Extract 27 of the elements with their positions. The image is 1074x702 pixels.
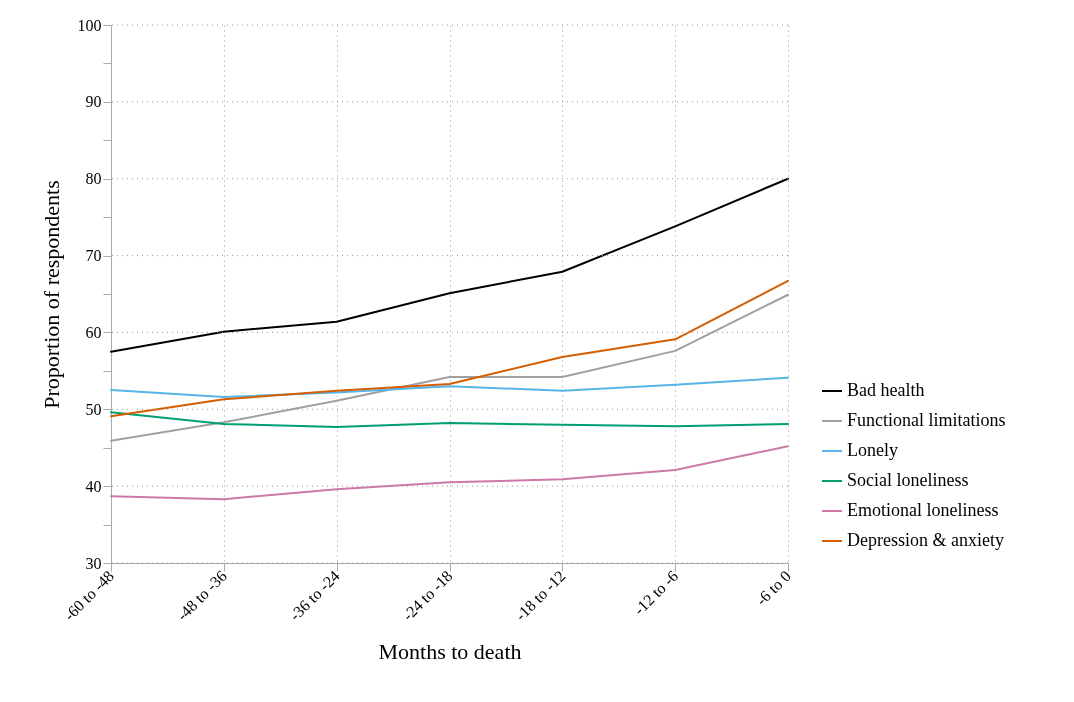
line-series bbox=[110, 177, 789, 353]
line-series bbox=[110, 445, 789, 501]
legend-label: Depression & anxiety bbox=[847, 530, 1004, 550]
x-tick-label: -12 to -6 bbox=[630, 567, 682, 619]
x-tick-label: -48 to -36 bbox=[173, 567, 230, 624]
y-tick-label: 50 bbox=[85, 400, 102, 418]
legend-label: Social loneliness bbox=[847, 470, 969, 490]
line-series bbox=[110, 411, 789, 428]
y-tick-label: 30 bbox=[85, 554, 102, 572]
legend-label: Bad health bbox=[847, 380, 925, 400]
y-tick-label: 40 bbox=[85, 477, 102, 495]
x-tick-label: -24 to -18 bbox=[399, 567, 456, 624]
x-tick-label: -6 to 0 bbox=[752, 567, 795, 609]
y-tick-label: 100 bbox=[77, 16, 102, 34]
legend-label: Lonely bbox=[847, 440, 898, 460]
y-tick-label: 60 bbox=[85, 323, 102, 341]
legend-label: Emotional loneliness bbox=[847, 500, 999, 520]
x-axis-title: Months to death bbox=[378, 638, 522, 664]
legend-label: Functional limitations bbox=[847, 410, 1006, 430]
y-tick-label: 70 bbox=[85, 247, 102, 265]
line-series bbox=[110, 376, 789, 398]
x-tick-label: -18 to -12 bbox=[511, 567, 569, 624]
x-tick-label: -36 to -24 bbox=[286, 567, 343, 624]
y-axis-title: Proportion of respondents bbox=[38, 180, 64, 409]
line-series bbox=[110, 279, 789, 418]
y-tick-label: 90 bbox=[85, 93, 102, 111]
y-tick-label: 80 bbox=[85, 170, 102, 188]
